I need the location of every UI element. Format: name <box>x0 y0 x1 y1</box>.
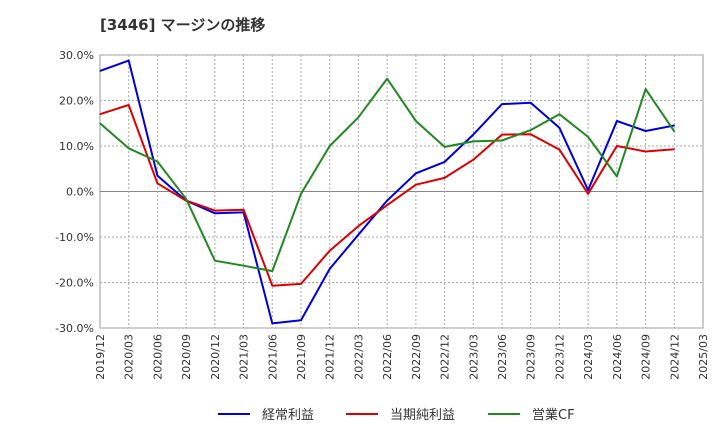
data-point <box>587 193 589 195</box>
data-point <box>329 250 331 252</box>
data-point <box>156 182 159 184</box>
data-point <box>300 193 302 195</box>
data-point <box>644 88 647 90</box>
data-point <box>472 140 474 143</box>
data-point <box>242 209 245 211</box>
y-tick-label: -10.0% <box>55 231 94 244</box>
x-tick-label: 2020/03 <box>123 334 136 380</box>
data-point <box>185 198 187 200</box>
x-tick-label: 2020/06 <box>151 334 164 380</box>
x-tick-label: 2021/06 <box>266 334 279 380</box>
x-tick-label: 2020/09 <box>180 334 193 380</box>
x-tick-label: 2023/06 <box>496 334 509 380</box>
x-tick-label: 2024/03 <box>582 334 595 380</box>
data-point <box>214 212 216 214</box>
data-point <box>673 124 675 127</box>
data-point <box>558 149 561 151</box>
x-tick-label: 2021/09 <box>295 334 308 380</box>
data-point <box>386 204 388 206</box>
legend-label: 営業CF <box>532 407 575 423</box>
x-tick-label: 2022/03 <box>352 334 365 380</box>
data-point <box>616 175 618 178</box>
data-point <box>616 120 618 122</box>
x-tick-label: 2025/03 <box>697 334 710 380</box>
x-tick-label: 2022/12 <box>439 334 452 380</box>
x-tick-label: 2022/06 <box>381 334 394 380</box>
data-point <box>443 177 446 179</box>
data-point <box>587 189 589 191</box>
data-point <box>673 130 675 133</box>
data-point <box>156 160 159 163</box>
x-tick-label: 2021/12 <box>324 334 337 380</box>
data-point <box>300 283 302 285</box>
data-point <box>501 134 503 136</box>
data-point <box>443 161 446 163</box>
data-point <box>329 268 331 270</box>
legend-label: 経常利益 <box>262 408 314 423</box>
data-point <box>530 133 532 135</box>
data-point <box>214 210 216 212</box>
x-tick-label: 2022/09 <box>410 334 423 380</box>
chart-title: [3446] マージンの推移 <box>100 16 266 34</box>
legend-label: 当期純利益 <box>390 408 455 423</box>
data-point <box>386 78 388 80</box>
data-point <box>443 146 446 148</box>
data-point <box>300 319 302 321</box>
data-point <box>271 285 273 287</box>
data-point <box>644 130 647 132</box>
x-tick-label: 2023/09 <box>525 334 538 380</box>
data-point <box>673 148 675 150</box>
data-point <box>128 59 130 62</box>
x-tick-label: 2020/12 <box>209 334 222 380</box>
data-point <box>415 172 417 174</box>
y-tick-label: 10.0% <box>59 140 94 153</box>
data-point <box>501 139 503 142</box>
y-tick-label: 0.0% <box>66 186 94 199</box>
data-point <box>386 200 388 202</box>
data-point <box>128 104 130 106</box>
data-point <box>501 103 503 105</box>
x-tick-label: 2021/03 <box>238 334 251 380</box>
data-point <box>472 159 474 161</box>
data-point <box>99 113 101 115</box>
data-point <box>99 70 101 72</box>
data-point <box>587 136 589 138</box>
data-point <box>156 174 159 177</box>
x-tick-label: 2024/09 <box>640 334 653 380</box>
y-tick-label: -30.0% <box>55 322 94 335</box>
data-point <box>357 225 360 227</box>
data-point <box>214 260 216 262</box>
data-point <box>415 120 417 122</box>
data-point <box>242 265 245 267</box>
data-point <box>616 145 618 147</box>
x-tick-label: 2023/12 <box>553 334 566 380</box>
data-point <box>271 270 273 272</box>
x-tick-label: 2024/06 <box>611 334 624 380</box>
data-point <box>329 145 331 147</box>
x-tick-label: 2024/12 <box>668 334 681 380</box>
data-point <box>357 234 360 236</box>
data-point <box>472 134 474 136</box>
data-point <box>415 184 417 186</box>
data-point <box>558 113 561 115</box>
data-point <box>357 116 360 118</box>
data-point <box>530 129 532 131</box>
y-tick-label: 20.0% <box>59 95 94 108</box>
x-tick-label: 2019/12 <box>94 334 107 380</box>
data-point <box>558 127 561 129</box>
y-tick-label: 30.0% <box>59 49 94 62</box>
data-point <box>644 150 647 153</box>
data-point <box>271 322 273 325</box>
x-tick-label: 2023/03 <box>467 334 480 380</box>
data-point <box>530 102 532 104</box>
data-point <box>128 147 130 149</box>
data-point <box>99 122 101 124</box>
y-tick-label: -20.0% <box>55 277 94 290</box>
